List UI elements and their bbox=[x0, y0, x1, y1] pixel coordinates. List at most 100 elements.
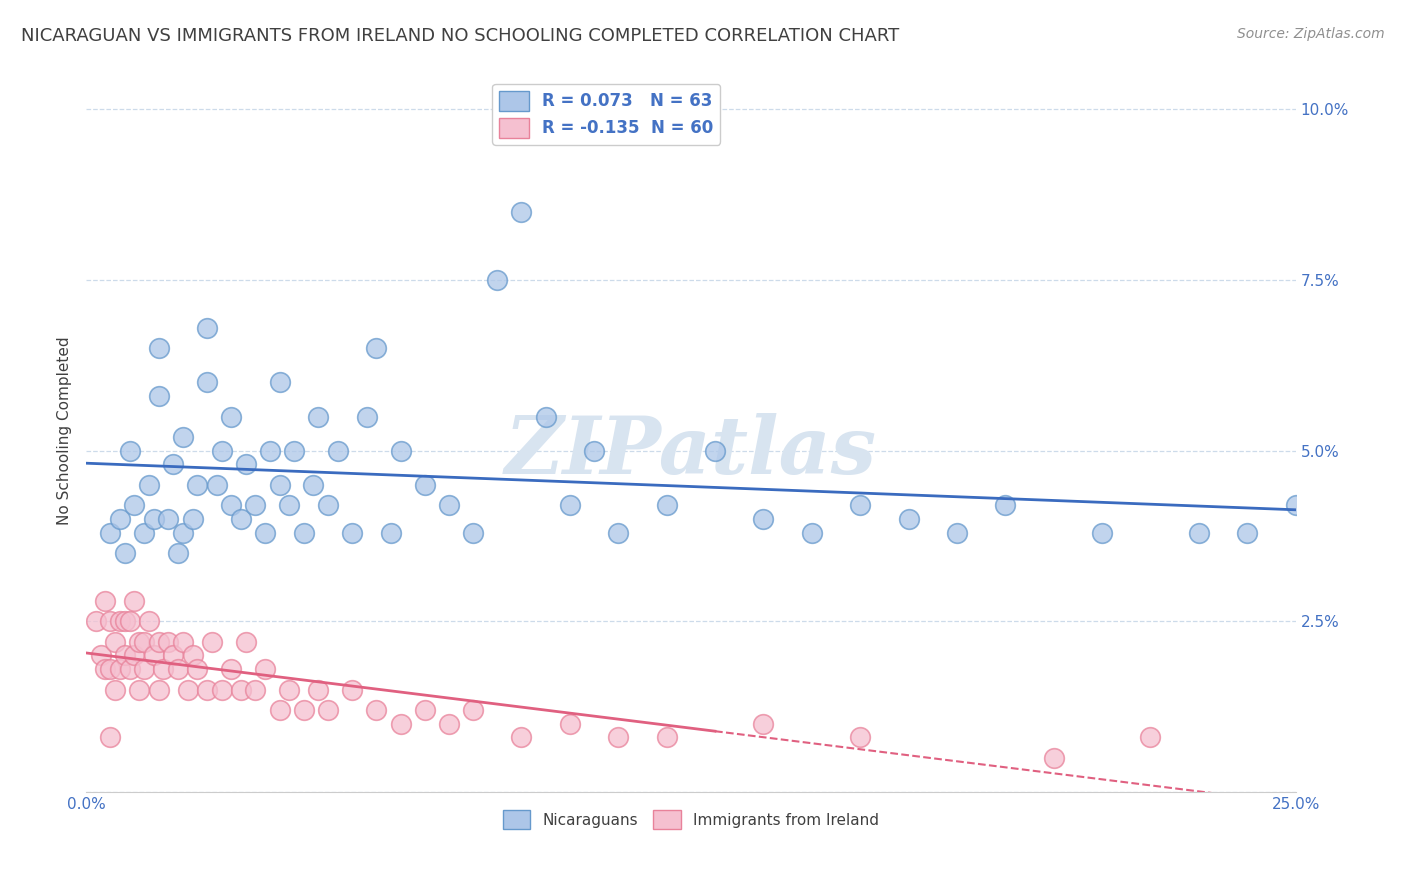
Point bbox=[219, 662, 242, 676]
Point bbox=[340, 682, 363, 697]
Point bbox=[205, 478, 228, 492]
Point bbox=[90, 648, 112, 663]
Point bbox=[356, 409, 378, 424]
Point bbox=[283, 443, 305, 458]
Point bbox=[176, 682, 198, 697]
Point bbox=[849, 498, 872, 512]
Point bbox=[380, 525, 402, 540]
Point bbox=[186, 478, 208, 492]
Point bbox=[655, 498, 678, 512]
Point bbox=[254, 525, 277, 540]
Point bbox=[1188, 525, 1211, 540]
Point bbox=[124, 648, 146, 663]
Point bbox=[752, 716, 775, 731]
Point bbox=[437, 716, 460, 731]
Point bbox=[254, 662, 277, 676]
Point bbox=[148, 635, 170, 649]
Point bbox=[94, 594, 117, 608]
Point bbox=[142, 648, 165, 663]
Text: ZIPatlas: ZIPatlas bbox=[505, 413, 877, 491]
Point bbox=[142, 512, 165, 526]
Point bbox=[316, 703, 339, 717]
Point bbox=[172, 635, 194, 649]
Point bbox=[201, 635, 224, 649]
Point bbox=[148, 342, 170, 356]
Point bbox=[1091, 525, 1114, 540]
Point bbox=[316, 498, 339, 512]
Point bbox=[195, 321, 218, 335]
Point bbox=[114, 546, 136, 560]
Point bbox=[98, 525, 121, 540]
Point bbox=[1236, 525, 1258, 540]
Point bbox=[98, 615, 121, 629]
Point bbox=[461, 525, 484, 540]
Point bbox=[259, 443, 281, 458]
Point bbox=[229, 512, 252, 526]
Point bbox=[195, 682, 218, 697]
Point bbox=[510, 731, 533, 745]
Point bbox=[235, 458, 257, 472]
Point bbox=[245, 682, 267, 697]
Point bbox=[1139, 731, 1161, 745]
Point bbox=[118, 443, 141, 458]
Point bbox=[186, 662, 208, 676]
Point bbox=[124, 498, 146, 512]
Y-axis label: No Schooling Completed: No Schooling Completed bbox=[58, 336, 72, 524]
Point bbox=[114, 615, 136, 629]
Text: NICARAGUAN VS IMMIGRANTS FROM IRELAND NO SCHOOLING COMPLETED CORRELATION CHART: NICARAGUAN VS IMMIGRANTS FROM IRELAND NO… bbox=[21, 27, 900, 45]
Point bbox=[219, 409, 242, 424]
Point bbox=[278, 498, 301, 512]
Point bbox=[558, 498, 581, 512]
Point bbox=[84, 615, 107, 629]
Point bbox=[269, 703, 291, 717]
Point bbox=[307, 409, 329, 424]
Point bbox=[167, 546, 190, 560]
Point bbox=[946, 525, 969, 540]
Point bbox=[558, 716, 581, 731]
Point bbox=[211, 682, 233, 697]
Point bbox=[245, 498, 267, 512]
Point bbox=[292, 525, 315, 540]
Point bbox=[1284, 498, 1306, 512]
Point bbox=[118, 615, 141, 629]
Point bbox=[389, 716, 412, 731]
Point bbox=[157, 635, 180, 649]
Point bbox=[98, 731, 121, 745]
Point bbox=[157, 512, 180, 526]
Point bbox=[98, 662, 121, 676]
Point bbox=[172, 525, 194, 540]
Point bbox=[607, 525, 630, 540]
Point bbox=[307, 682, 329, 697]
Point bbox=[134, 662, 156, 676]
Point bbox=[413, 703, 436, 717]
Point bbox=[124, 594, 146, 608]
Point bbox=[1042, 751, 1064, 765]
Point bbox=[181, 648, 204, 663]
Point bbox=[134, 525, 156, 540]
Point bbox=[148, 682, 170, 697]
Point bbox=[583, 443, 606, 458]
Point bbox=[219, 498, 242, 512]
Point bbox=[211, 443, 233, 458]
Point bbox=[278, 682, 301, 697]
Point bbox=[340, 525, 363, 540]
Point bbox=[534, 409, 557, 424]
Point bbox=[104, 635, 127, 649]
Point bbox=[366, 703, 388, 717]
Point bbox=[118, 662, 141, 676]
Point bbox=[167, 662, 190, 676]
Point bbox=[104, 682, 127, 697]
Point bbox=[413, 478, 436, 492]
Point bbox=[152, 662, 174, 676]
Point bbox=[162, 458, 184, 472]
Point bbox=[172, 430, 194, 444]
Point bbox=[849, 731, 872, 745]
Point bbox=[181, 512, 204, 526]
Point bbox=[94, 662, 117, 676]
Point bbox=[897, 512, 920, 526]
Point bbox=[195, 376, 218, 390]
Point bbox=[655, 731, 678, 745]
Point bbox=[326, 443, 349, 458]
Point bbox=[128, 682, 150, 697]
Point bbox=[366, 342, 388, 356]
